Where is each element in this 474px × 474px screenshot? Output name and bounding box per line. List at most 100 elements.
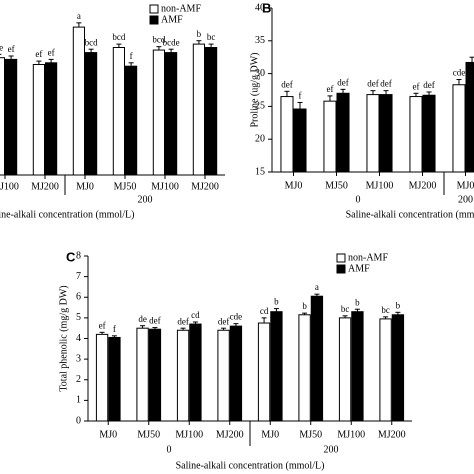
bar — [5, 58, 18, 176]
significance-letter: b — [197, 29, 202, 39]
bar — [205, 47, 218, 176]
significance-letter: bc — [381, 305, 390, 315]
significance-letter: def — [149, 316, 161, 326]
x-tick-label: MJ100 — [0, 181, 19, 192]
significance-letter: def — [367, 79, 379, 89]
x-tick-label: MJ50 — [137, 429, 160, 440]
bar — [323, 100, 337, 173]
bar — [293, 108, 307, 173]
significance-letter: bcd — [112, 32, 125, 42]
y-tick-label: 8 — [76, 250, 81, 261]
group-label: 0 — [167, 444, 172, 455]
bar — [192, 43, 206, 176]
bar — [338, 317, 352, 422]
x-tick-label: MJ100 — [366, 180, 394, 191]
significance-letter: bcd — [85, 37, 98, 47]
bar — [176, 329, 190, 422]
bar — [310, 295, 324, 422]
x-tick-label: MJ0 — [285, 180, 303, 191]
bar — [422, 94, 436, 173]
x-tick-label: MJ200 — [31, 181, 59, 192]
y-tick-label: 2 — [76, 374, 81, 385]
significance-letter: de — [0, 42, 3, 52]
significance-letter: ef — [8, 44, 15, 54]
y-tick-label: 20 — [255, 133, 265, 144]
significance-letter: def — [177, 316, 189, 326]
bar — [379, 94, 393, 173]
significance-letter: ef — [35, 49, 42, 59]
bar — [165, 52, 178, 176]
significance-letter: bcde — [163, 37, 180, 47]
significance-letter: f — [299, 91, 302, 101]
bar — [270, 311, 283, 422]
y-tick-label: 1 — [76, 395, 81, 406]
significance-letter: a — [77, 11, 81, 21]
bar — [136, 327, 149, 422]
y-tick-label: 6 — [76, 292, 81, 303]
x-tick-label: MJ100 — [337, 429, 365, 440]
panel-label: C — [66, 249, 76, 264]
legend-swatch — [149, 4, 159, 14]
significance-letter: cde — [453, 68, 466, 78]
significance-letter: a — [315, 282, 319, 292]
significance-letter: cd — [191, 310, 200, 320]
bar — [465, 61, 474, 173]
significance-letter: bc — [341, 304, 350, 314]
legend-label: non-AMF — [161, 3, 201, 14]
x-tick-label: MJ200 — [378, 429, 406, 440]
bar — [366, 94, 380, 173]
x-axis-label: Saline-alkali concentration (mmol/L) — [0, 209, 134, 220]
significance-letter: f — [113, 324, 116, 334]
x-tick-label: MJ200 — [409, 180, 437, 191]
legend-label: AMF — [161, 14, 183, 25]
significance-letter: ef — [48, 47, 55, 57]
y-tick-label: 7 — [76, 271, 81, 282]
y-tick-label: 3 — [76, 353, 81, 364]
x-tick-label: MJ200 — [216, 429, 244, 440]
x-tick-label: MJ50 — [114, 181, 137, 192]
x-tick-label: MJ100 — [151, 181, 179, 192]
legend-label: non-AMF — [348, 252, 388, 263]
significance-letter: b — [355, 297, 360, 307]
significance-letter: ef — [412, 81, 419, 91]
bar — [189, 323, 202, 422]
legend-swatch — [336, 253, 346, 263]
significance-letter: b — [396, 300, 401, 310]
y-axis-label: Proline (ug/g DW) — [249, 53, 260, 128]
x-tick-label: MJ50 — [299, 429, 322, 440]
bar — [229, 325, 243, 422]
legend-swatch — [149, 15, 159, 25]
x-tick-label: MJ0 — [261, 429, 279, 440]
y-tick-label: 25 — [255, 101, 265, 112]
bar — [379, 318, 392, 422]
group-label: 0 — [356, 194, 361, 205]
x-axis-label: Saline-alkali concentration (mmol/L) — [176, 460, 325, 471]
significance-letter: ef — [99, 320, 106, 330]
bar — [391, 314, 405, 422]
legend-label: AMF — [348, 263, 370, 274]
y-tick-label: 30 — [255, 68, 265, 79]
bar — [108, 336, 121, 422]
x-tick-label: MJ0 — [76, 181, 94, 192]
bar — [280, 96, 294, 173]
bar — [217, 329, 230, 422]
significance-letter: bcd — [152, 35, 165, 45]
y-axis-label: Total phenolic (mg/g DW) — [58, 285, 69, 391]
bar — [32, 64, 45, 176]
x-tick-label: MJ200 — [191, 181, 219, 192]
bar — [0, 57, 5, 176]
significance-letter: cde — [230, 312, 243, 322]
y-tick-label: 15 — [255, 166, 265, 177]
bar — [336, 92, 350, 173]
bar — [152, 49, 166, 176]
y-tick-label: 40 — [255, 2, 265, 13]
bar — [95, 333, 109, 422]
y-tick-label: 5 — [76, 312, 81, 323]
x-tick-label: MJ0 — [457, 180, 474, 191]
significance-letter: def — [423, 80, 435, 90]
bar — [298, 314, 311, 422]
x-tick-label: MJ50 — [325, 180, 348, 191]
significance-letter: f — [130, 51, 133, 61]
bar — [112, 47, 126, 176]
